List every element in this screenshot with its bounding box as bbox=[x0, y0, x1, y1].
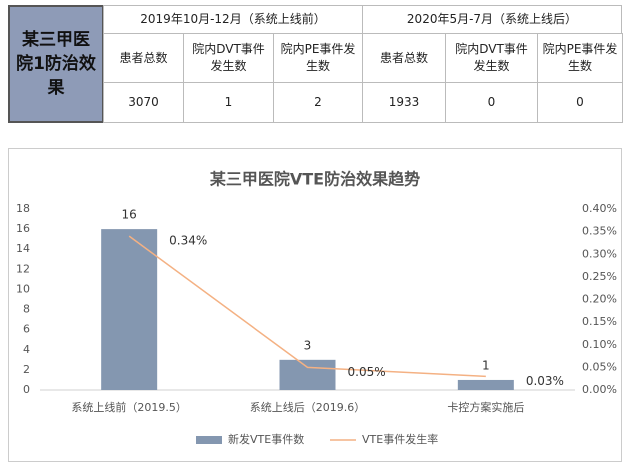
y-tick-label: 6 bbox=[23, 323, 30, 336]
bar bbox=[101, 229, 158, 390]
y2-tick-label: 0.40% bbox=[582, 202, 617, 215]
x-tick-label: 系统上线后（2019.6） bbox=[250, 400, 366, 414]
y2-tick-label: 0.00% bbox=[582, 383, 617, 396]
y-tick-label: 8 bbox=[23, 303, 30, 316]
y2-tick-label: 0.35% bbox=[582, 225, 617, 238]
legend-swatch bbox=[196, 436, 222, 444]
line-label: 0.34% bbox=[169, 234, 207, 248]
y2-tick-label: 0.05% bbox=[582, 360, 617, 373]
line-label: 0.03% bbox=[526, 374, 564, 388]
line-label: 0.05% bbox=[348, 365, 386, 379]
y-tick-label: 4 bbox=[23, 343, 30, 356]
x-tick-label: 卡控方案实施后 bbox=[447, 400, 524, 414]
chart-title: 某三甲医院VTE防治效果趋势 bbox=[209, 170, 420, 189]
bar-label: 3 bbox=[304, 338, 312, 352]
bar bbox=[457, 379, 514, 390]
y-tick-label: 2 bbox=[23, 363, 30, 376]
y2-tick-label: 0.25% bbox=[582, 270, 617, 283]
y2-tick-label: 0.20% bbox=[582, 293, 617, 306]
bar bbox=[279, 359, 336, 390]
bar-label: 16 bbox=[122, 208, 137, 222]
y-tick-label: 12 bbox=[16, 262, 30, 275]
y2-tick-label: 0.10% bbox=[582, 338, 617, 351]
bar-label: 1 bbox=[482, 358, 490, 372]
y2-tick-label: 0.30% bbox=[582, 247, 617, 260]
legend-label: VTE事件发生率 bbox=[362, 432, 438, 446]
x-tick-label: 系统上线前（2019.5） bbox=[71, 400, 187, 414]
y-tick-label: 18 bbox=[16, 202, 30, 215]
line bbox=[128, 235, 486, 378]
y-tick-label: 14 bbox=[16, 242, 30, 255]
column-header: 院内PE事件发生数 bbox=[537, 33, 623, 83]
y-tick-label: 0 bbox=[23, 383, 30, 396]
table-title: 某三甲医院1防治效果 bbox=[8, 5, 104, 123]
y-tick-label: 16 bbox=[16, 222, 30, 235]
table-value: 0 bbox=[537, 82, 623, 123]
chart-frame bbox=[8, 148, 622, 462]
y-tick-label: 10 bbox=[16, 282, 30, 295]
y2-tick-label: 0.15% bbox=[582, 315, 617, 328]
legend-label: 新发VTE事件数 bbox=[228, 432, 304, 446]
